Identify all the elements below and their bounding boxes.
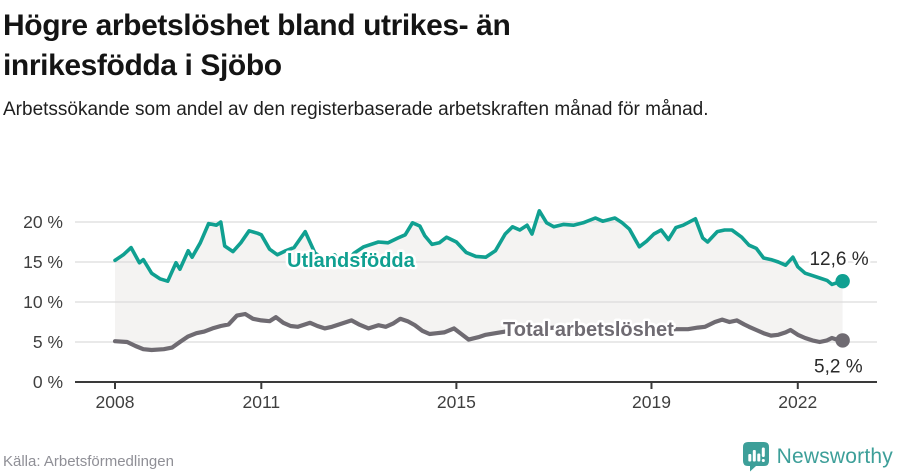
y-tick-label: 5 % [33, 332, 63, 352]
chart-subtitle: Arbetssökande som andel av den registerb… [3, 99, 709, 120]
series-label-total-arbetsloshet: Total arbetslöshet [503, 319, 674, 341]
x-tick-label: 2019 [632, 392, 671, 412]
x-tick-label: 2011 [242, 392, 280, 412]
y-tick-label: 0 % [33, 372, 63, 392]
newsworthy-icon [742, 442, 769, 472]
end-label-utlandsfodda: 12,6 % [809, 249, 868, 270]
x-tick-label: 2008 [96, 392, 135, 412]
end-label-total-arbetsloshet: 5,2 % [814, 356, 863, 377]
end-dot-total-arbetsloshet [835, 333, 850, 348]
end-dot-utlandsfodda [835, 274, 850, 289]
source-note: Källa: Arbetsförmedlingen [3, 453, 174, 470]
x-tick-label: 2022 [778, 392, 817, 412]
y-tick-label: 15 % [23, 252, 63, 272]
line-chart: 0 % 5 % 10 % 15 % 20 % 2008 2011 2015 2019 2022 Ut… [23, 209, 877, 412]
x-tick-label: 2015 [437, 392, 476, 412]
series-line-utlandsfodda [113, 209, 845, 287]
series-line-total-arbetsloshet [112, 311, 845, 353]
y-tick-label: 10 % [23, 292, 63, 312]
brand-logo: Newsworthy [742, 441, 893, 472]
series-label-utlandsfodda: Utlandsfödda [287, 250, 416, 272]
page-title: Högre arbetslöshet bland utrikes- än inr… [3, 9, 511, 82]
brand-name: Newsworthy [776, 444, 893, 468]
y-tick-label: 20 % [23, 212, 63, 232]
